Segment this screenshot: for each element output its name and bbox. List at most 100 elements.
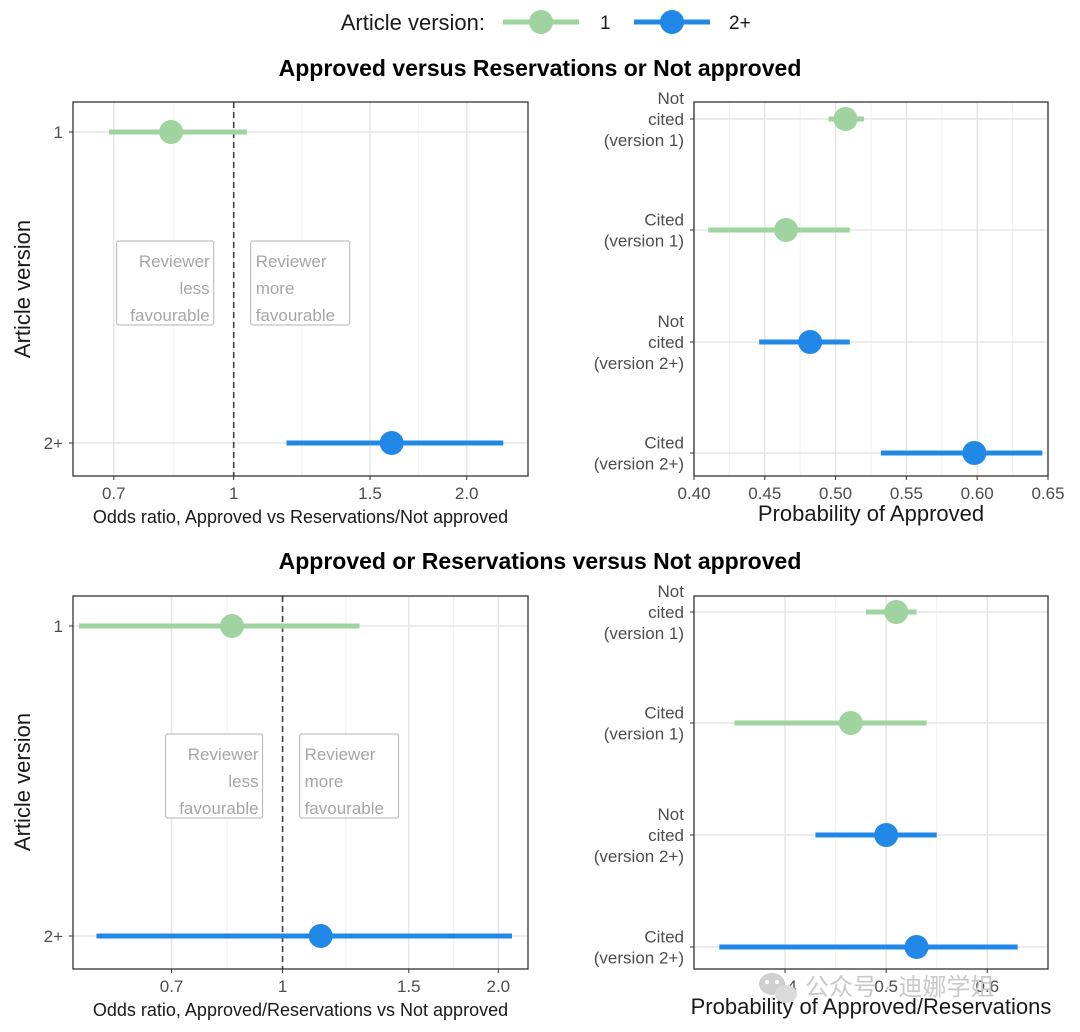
annotation-less-favourable-line: favourable <box>179 799 258 818</box>
annotation-more-favourable-line: Reviewer <box>256 252 327 271</box>
y-category-label-line: (version 1) <box>604 624 684 643</box>
x-tick-label: 2.0 <box>455 484 479 503</box>
annotation-more-favourable-line: favourable <box>256 306 335 325</box>
panel-bottom-left-odds-ratio: Reviewer less favourable Reviewer more favour… <box>10 595 529 1020</box>
legend-key-1-dot <box>529 10 553 34</box>
legend-title: Article version: <box>341 10 485 35</box>
x-tick-label: 0.55 <box>890 484 923 503</box>
x-tick-label: 0.50 <box>819 484 852 503</box>
x-axis-title: Odds ratio, Approved vs Reservations/Not… <box>93 507 508 527</box>
y-category-label: Not cited (version 1) <box>604 89 685 150</box>
y-category-label-line: Cited <box>644 211 684 230</box>
y-category-label-line: Not <box>658 582 685 601</box>
y-category-label: Not cited (version 2+) <box>594 805 684 866</box>
legend-item-1: 1 <box>503 10 611 34</box>
y-category-label-line: 1 <box>54 617 63 636</box>
y-category-label-line: cited <box>648 826 684 845</box>
annotation-more-favourable-line: more <box>256 279 295 298</box>
y-category-label-line: cited <box>648 603 684 622</box>
point-estimate <box>833 107 858 131</box>
panel-border <box>693 101 1049 477</box>
watermark-text: 公众号 · 迪娜学姐 <box>805 974 994 1001</box>
panel-top-right-probability: 0.40 0.45 0.50 0.55 0.60 0.65 Not cited (version… <box>594 89 1065 526</box>
y-category-label-line: 1 <box>54 123 63 142</box>
y-category-label-line: (version 2+) <box>594 949 684 968</box>
legend-item-2plus: 2+ <box>634 10 751 34</box>
point-estimate <box>774 218 799 242</box>
x-tick-label: 1.5 <box>358 484 382 503</box>
x-tick-label: 0.60 <box>961 484 994 503</box>
x-tick-label: 0.5 <box>874 977 898 996</box>
y-category-label-line: Not <box>658 312 685 331</box>
y-category-label: Not cited (version 2+) <box>594 312 684 373</box>
annotation-box-more-favourable <box>250 240 351 326</box>
point-estimate <box>904 935 929 959</box>
y-category-label-line: cited <box>648 110 684 129</box>
x-tick-label: 1.5 <box>397 977 421 996</box>
y-category-label: Cited (version 1) <box>604 704 684 744</box>
y-category-label: Cited (version 1) <box>604 211 684 251</box>
annotation-more-favourable-line: favourable <box>305 799 384 818</box>
x-tick-label: 2.0 <box>487 977 511 996</box>
x-tick-label: 1 <box>229 484 238 503</box>
annotation-box-less-favourable <box>116 240 215 326</box>
point-estimate <box>379 431 404 455</box>
point-estimate <box>219 614 244 638</box>
x-tick-label: 0.40 <box>677 484 710 503</box>
y-category-label: 1 <box>54 123 63 142</box>
point-estimate <box>884 600 909 624</box>
y-category-label-line: (version 2+) <box>594 354 684 373</box>
x-axis-title: Probability of Approved/Reservations <box>691 994 1052 1019</box>
y-category-label-line: Cited <box>644 434 684 453</box>
wechat-icon <box>759 973 797 1003</box>
y-category-label-line: (version 2+) <box>594 847 684 866</box>
y-category-label-line: cited <box>648 333 684 352</box>
x-tick-label: 1 <box>278 977 287 996</box>
point-estimate <box>159 120 184 144</box>
annotation-less-favourable-line: favourable <box>130 306 209 325</box>
x-tick-label: 0.45 <box>748 484 781 503</box>
y-category-label: 2+ <box>44 434 63 453</box>
y-axis-title: Article version <box>10 220 35 358</box>
point-estimate <box>308 924 333 948</box>
y-category-label-line: Not <box>658 805 685 824</box>
y-category-label: Cited (version 2+) <box>594 434 684 474</box>
x-tick-label: 0.6 <box>975 977 999 996</box>
y-category-label-line: (version 1) <box>604 232 684 251</box>
annotation-more-favourable-line: Reviewer <box>305 745 376 764</box>
section-title-top: Approved versus Reservations or Not appr… <box>279 55 802 81</box>
panel-border <box>693 595 1049 970</box>
y-category-label-line: Cited <box>644 704 684 723</box>
y-category-label-line: (version 1) <box>604 131 684 150</box>
y-axis-title: Article version <box>10 713 35 851</box>
annotation-box-more-favourable <box>299 733 400 819</box>
point-estimate <box>838 711 863 735</box>
section-title-bottom: Approved or Reservations versus Not appr… <box>279 548 802 574</box>
panel-border <box>72 595 529 970</box>
annotation-less-favourable-line: Reviewer <box>139 252 210 271</box>
y-category-label-line: 2+ <box>44 927 63 946</box>
y-category-label: 2+ <box>44 927 63 946</box>
legend: Article version: 1 2+ <box>341 10 751 35</box>
x-tick-label: 0.65 <box>1031 484 1064 503</box>
annotation-less-favourable-line: Reviewer <box>188 745 259 764</box>
point-estimate <box>962 441 987 465</box>
point-estimate <box>874 823 899 847</box>
y-category-label-line: Cited <box>644 928 684 947</box>
panel-top-left-odds-ratio: Reviewer less favourable Reviewer more favour… <box>10 101 529 527</box>
y-category-label-line: (version 2+) <box>594 455 684 474</box>
legend-key-2plus-dot <box>660 10 684 34</box>
annotation-less-favourable-line: less <box>228 772 258 791</box>
annotation-more-favourable-line: more <box>305 772 344 791</box>
y-category-label: 1 <box>54 617 63 636</box>
annotation-box-less-favourable <box>165 733 264 819</box>
legend-label-1: 1 <box>600 13 611 34</box>
y-category-label-line: (version 1) <box>604 725 684 744</box>
x-axis-title: Odds ratio, Approved/Reservations vs Not… <box>93 1000 508 1020</box>
annotation-less-favourable-line: less <box>179 279 209 298</box>
y-category-label: Cited (version 2+) <box>594 928 684 968</box>
watermark: 公众号 · 迪娜学姐 <box>759 973 994 1003</box>
y-category-label-line: 2+ <box>44 434 63 453</box>
